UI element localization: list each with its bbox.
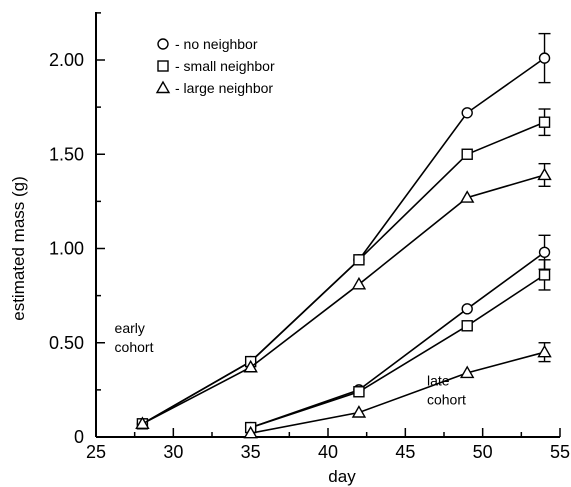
- data-point: [243, 425, 258, 439]
- data-point: [461, 148, 473, 160]
- x-tick-label: 25: [86, 442, 106, 462]
- series-early-square: [136, 108, 551, 430]
- y-tick-label: 1.00: [49, 239, 84, 259]
- legend-item: - no neighbor: [157, 36, 258, 52]
- data-point: [243, 359, 258, 373]
- data-point: [353, 254, 365, 266]
- legend-marker: [157, 38, 169, 50]
- cohort-label-line: early: [115, 320, 145, 336]
- series-line: [142, 121, 545, 425]
- y-tick-label: 2.00: [49, 50, 84, 70]
- y-axis-title: estimated mass (g): [9, 176, 28, 321]
- annotations: early cohort late cohort: [115, 320, 466, 408]
- data-point: [351, 276, 367, 290]
- data-point: [538, 246, 551, 258]
- x-tick-label: 45: [395, 442, 415, 462]
- x-axis-title: day: [328, 467, 356, 486]
- data-point: [459, 190, 475, 203]
- series-line: [250, 351, 545, 435]
- data-point: [461, 107, 473, 119]
- axes: 0 0.50 1.00 1.50 2.00 25 30 35 40 45 50 55: [49, 12, 570, 462]
- series-line: [142, 174, 545, 425]
- series-layer: [135, 32, 552, 439]
- legend-label: - small neighbor: [175, 58, 275, 74]
- x-tick-label: 30: [163, 442, 183, 462]
- y-tick-label: 0.50: [49, 333, 84, 353]
- legend-item: - small neighbor: [157, 58, 275, 74]
- series-late-triangle: [243, 342, 552, 439]
- legend-label: - no neighbor: [175, 36, 258, 52]
- cohort-label-line: cohort: [427, 392, 466, 408]
- x-tick-label: 40: [318, 442, 338, 462]
- data-point: [538, 52, 551, 64]
- legend-item: - large neighbor: [155, 80, 273, 96]
- cohort-label-line: late: [427, 373, 450, 389]
- data-point: [461, 320, 473, 332]
- data-point: [353, 386, 365, 398]
- x-tick-label: 35: [241, 442, 261, 462]
- y-tick-label: 1.50: [49, 144, 84, 164]
- data-point: [459, 365, 475, 379]
- data-point: [537, 167, 552, 181]
- data-point: [538, 269, 551, 281]
- cohort-label-line: cohort: [115, 339, 154, 355]
- series-line: [250, 251, 546, 429]
- cohort-label: late cohort: [427, 373, 466, 408]
- legend-marker: [157, 60, 169, 72]
- series-early-triangle: [135, 162, 552, 430]
- data-point: [538, 116, 551, 128]
- data-point: [351, 405, 367, 418]
- y-tick-label: 0: [74, 427, 84, 447]
- x-tick-label: 55: [550, 442, 570, 462]
- legend: - no neighbor - small neighbor - large nei…: [155, 36, 275, 96]
- series-line: [250, 274, 545, 429]
- data-point: [537, 344, 552, 358]
- data-point: [461, 303, 473, 315]
- legend-marker: [155, 80, 171, 94]
- cohort-label: early cohort: [115, 320, 154, 355]
- series-late-circle: [244, 234, 551, 434]
- data-point: [135, 416, 150, 430]
- series-late-square: [244, 259, 551, 434]
- x-tick-label: 50: [473, 442, 493, 462]
- legend-label: - large neighbor: [175, 80, 273, 96]
